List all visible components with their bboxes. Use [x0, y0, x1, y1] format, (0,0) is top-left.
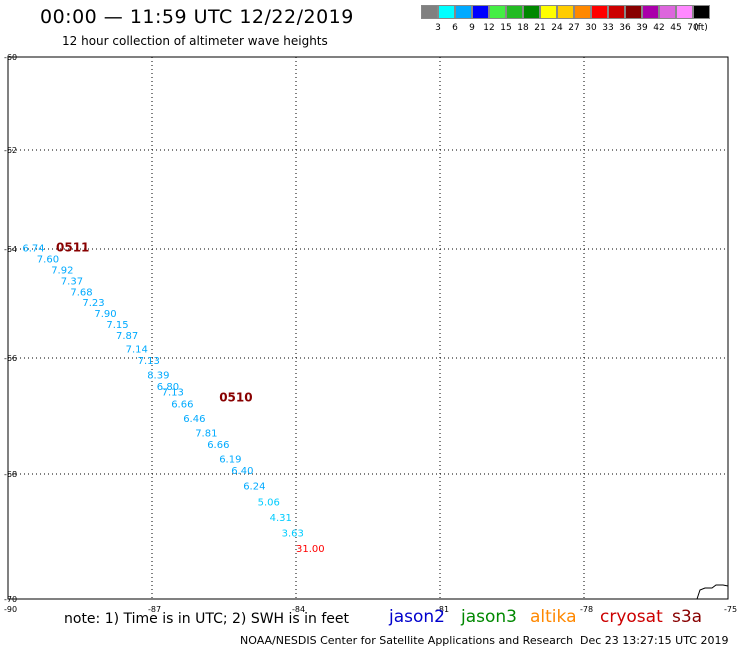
wave-height-label: 7.81 [195, 428, 217, 439]
wave-height-label: 6.40 [231, 466, 253, 477]
colorbar-label: 30 [585, 23, 597, 33]
wave-height-label: 5.06 [258, 497, 280, 508]
page-title: 00:00 — 11:59 UTC 12/22/2019 [40, 6, 354, 28]
colorbar-label: (ft) [694, 23, 708, 33]
wave-height-label: 6.66 [207, 440, 229, 451]
lat-tick-label: -62 [4, 146, 17, 155]
colorbar-swatch [438, 5, 455, 19]
wave-height-label: 6.74 [22, 244, 44, 255]
satellite-jason2: jason2 [389, 607, 445, 627]
colorbar-swatch [676, 5, 693, 19]
lon-tick-label: -87 [148, 605, 161, 614]
wave-height-label: 7.60 [37, 255, 59, 266]
colorbar-swatch [455, 5, 472, 19]
wave-height-label: 7.87 [116, 331, 138, 342]
lat-tick-label: -70 [4, 595, 17, 604]
colorbar-label: 24 [551, 23, 563, 33]
colorbar-swatch [421, 5, 438, 19]
wave-height-label: 6.46 [183, 414, 205, 425]
lon-tick-label: -84 [292, 605, 305, 614]
colorbar-label: 39 [636, 23, 648, 33]
wave-height-label: 7.68 [70, 287, 92, 298]
wave-height-label: 7.92 [51, 266, 73, 277]
wave-height-label: 7.37 [61, 276, 83, 287]
colorbar-label: 18 [517, 23, 529, 33]
lat-tick-label: -60 [4, 53, 17, 62]
coastline [696, 584, 729, 600]
colorbar-swatch [693, 5, 710, 19]
colorbar-label: 70 [687, 23, 699, 33]
pass-time-label: 0511 [56, 241, 89, 255]
wave-height-label: 7.15 [106, 320, 128, 331]
colorbar-label: 9 [469, 23, 475, 33]
colorbar-label: 21 [534, 23, 546, 33]
colorbar-label: 33 [602, 23, 614, 33]
satellite-jason3: jason3 [461, 607, 517, 627]
wave-height-label: 7.23 [82, 298, 104, 309]
colorbar-swatch [625, 5, 642, 19]
colorbar-label: 45 [670, 23, 682, 33]
colorbar-label: 12 [483, 23, 495, 33]
wave-height-label: 6.24 [243, 482, 265, 493]
satellite-altika: altika [530, 607, 577, 627]
footer-credit: NOAA/NESDIS Center for Satellite Applica… [240, 634, 574, 647]
footer-timestamp: Dec 23 13:27:15 UTC 2019 [580, 634, 729, 647]
satellite-cryosat: cryosat [600, 607, 663, 627]
wave-height-label: 6.19 [219, 454, 241, 465]
wave-height-label: 7.14 [126, 345, 148, 356]
wave-height-label: 3.63 [282, 529, 304, 540]
colorbar-label: 6 [452, 23, 458, 33]
colorbar-swatch [659, 5, 676, 19]
colorbar-swatch [591, 5, 608, 19]
colorbar-swatch [506, 5, 523, 19]
colorbar-swatch [642, 5, 659, 19]
wave-height-label: 6.80 [157, 382, 179, 393]
map-frame [7, 56, 729, 600]
colorbar-label: 42 [653, 23, 665, 33]
wave-height-label: 7.13 [138, 356, 160, 367]
lat-tick-label: -64 [4, 245, 17, 254]
lon-tick-label: -78 [580, 605, 593, 614]
lon-tick-label: -90 [4, 605, 17, 614]
colorbar-swatch [557, 5, 574, 19]
colorbar-swatch [540, 5, 557, 19]
lat-tick-label: -68 [4, 470, 17, 479]
wave-height-label: 8.39 [147, 370, 169, 381]
satellite-s3a: s3a [672, 607, 703, 627]
lat-tick-label: -66 [4, 354, 17, 363]
colorbar-swatch [472, 5, 489, 19]
lon-tick-label: -81 [436, 605, 449, 614]
lon-tick-label: -75 [724, 605, 737, 614]
colorbar-label: 15 [500, 23, 512, 33]
wave-height-label: 4.31 [270, 513, 292, 524]
colorbar-label: 36 [619, 23, 631, 33]
colorbar-swatch [608, 5, 625, 19]
wave-height-label: 7.90 [94, 309, 116, 320]
colorbar-label: 27 [568, 23, 580, 33]
wave-height-label: 6.66 [171, 399, 193, 410]
colorbar-swatch [523, 5, 540, 19]
wave-height-label: 7.13 [162, 388, 184, 399]
colorbar-swatch [489, 5, 506, 19]
pass-time-label: 0510 [219, 391, 252, 405]
units-note: note: 1) Time is in UTC; 2) SWH is in fe… [64, 611, 350, 627]
colorbar-label: 3 [435, 23, 441, 33]
page-subtitle: 12 hour collection of altimeter wave hei… [62, 34, 328, 48]
wave-height-label: 31.00 [296, 544, 325, 555]
colorbar-swatch [574, 5, 591, 19]
